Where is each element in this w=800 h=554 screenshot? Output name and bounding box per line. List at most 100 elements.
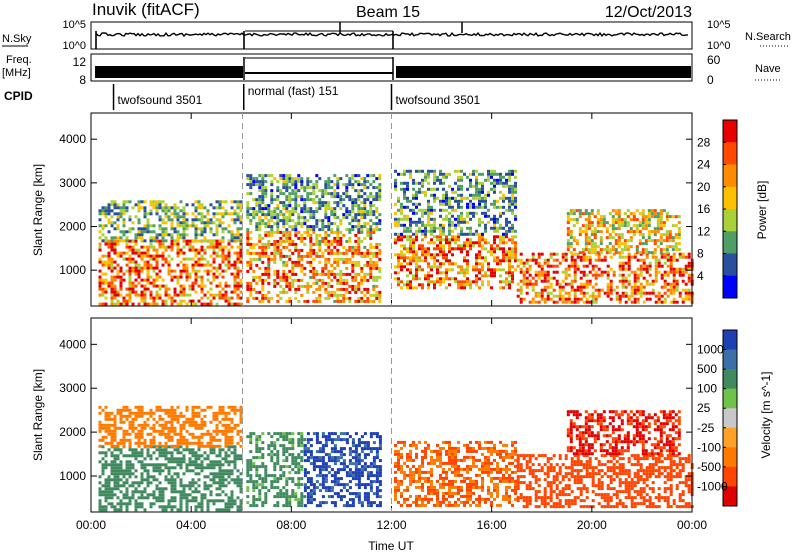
- heatmap-cell: [641, 248, 645, 252]
- heatmap-cell: [185, 269, 189, 273]
- heatmap-cell: [125, 263, 129, 267]
- heatmap-cell: [400, 244, 403, 248]
- heatmap-cell: [466, 187, 469, 191]
- heatmap-cell: [252, 483, 256, 487]
- heatmap-cell: [671, 215, 675, 219]
- heatmap-cell: [185, 429, 189, 433]
- heatmap-cell: [158, 296, 162, 300]
- heatmap-cell: [239, 444, 243, 448]
- heatmap-cell: [516, 282, 520, 286]
- heatmap-cell: [327, 228, 331, 232]
- heatmap-cell: [176, 248, 180, 252]
- heatmap-cell: [546, 270, 550, 274]
- heatmap-cell: [348, 198, 352, 202]
- heatmap-cell: [161, 505, 165, 509]
- heatmap-cell: [499, 268, 502, 272]
- heatmap-cell: [128, 269, 132, 273]
- heatmap-cell: [339, 281, 343, 285]
- heatmap-cell: [185, 469, 189, 473]
- heatmap-cell: [170, 206, 174, 210]
- heatmap-cell: [400, 217, 403, 221]
- heatmap-cell: [158, 451, 162, 455]
- heatmap-cell: [116, 481, 120, 485]
- heatmap-cell: [300, 239, 304, 243]
- heatmap-cell: [215, 454, 219, 458]
- heatmap-cell: [276, 293, 280, 297]
- heatmap-cell: [427, 271, 430, 275]
- heatmap-cell: [378, 186, 382, 190]
- heatmap-cell: [626, 209, 630, 213]
- heatmap-cell: [378, 213, 382, 217]
- heatmap-cell: [345, 266, 349, 270]
- heatmap-cell: [146, 260, 150, 264]
- heatmap-cell: [669, 267, 673, 271]
- heatmap-cell: [534, 291, 538, 295]
- heatmap-cell: [267, 174, 271, 178]
- heatmap-cell: [519, 279, 523, 283]
- heatmap-cell: [113, 435, 117, 439]
- heatmap-cell: [505, 223, 508, 227]
- heatmap-cell: [239, 481, 243, 485]
- heatmap-cell: [104, 466, 108, 470]
- heatmap-cell: [626, 221, 630, 225]
- heatmap-cell: [636, 291, 640, 295]
- heatmap-cell: [564, 300, 568, 304]
- heatmap-cell: [315, 174, 319, 178]
- heatmap-cell: [499, 190, 502, 194]
- heatmap-cell: [249, 207, 253, 211]
- heatmap-cell: [487, 208, 490, 212]
- heatmap-cell: [418, 277, 421, 281]
- heatmap-cell: [98, 209, 102, 213]
- heatmap-cell: [149, 239, 153, 243]
- heatmap-cell: [633, 273, 637, 277]
- heatmap-cell: [469, 247, 472, 251]
- heatmap-cell: [101, 209, 105, 213]
- heatmap-cell: [436, 280, 439, 284]
- heatmap-cell: [270, 174, 274, 178]
- heatmap-cell: [182, 266, 186, 270]
- heatmap-cell: [137, 275, 141, 279]
- heatmap-cell: [602, 218, 606, 222]
- heatmap-cell: [454, 169, 457, 173]
- heatmap-cell: [179, 272, 183, 276]
- heatmap-cell: [424, 226, 427, 230]
- heatmap-cell: [191, 441, 195, 445]
- heatmap-cell: [233, 281, 237, 285]
- heatmap-cell: [300, 210, 304, 214]
- heatmap-cell: [209, 287, 213, 291]
- heatmap-cell: [484, 223, 487, 227]
- heatmap-cell: [508, 250, 511, 254]
- heatmap-cell: [224, 269, 228, 273]
- heatmap-cell: [514, 169, 517, 173]
- heatmap-cell: [448, 205, 451, 209]
- heatmap-cell: [369, 242, 373, 246]
- heatmap-cell: [525, 261, 529, 265]
- heatmap-cell: [185, 221, 189, 225]
- heatmap-cell: [645, 267, 649, 271]
- heatmap-cell: [466, 238, 469, 242]
- heatmap-cell: [600, 288, 604, 292]
- heatmap-cell: [394, 187, 397, 191]
- heatmap-cell: [230, 490, 234, 494]
- heatmap-cell: [155, 239, 159, 243]
- heatmap-cell: [348, 239, 352, 243]
- heatmap-cell: [409, 262, 412, 266]
- heatmap-cell: [439, 169, 442, 173]
- heatmap-cell: [191, 287, 195, 291]
- heatmap-cell: [221, 472, 225, 476]
- heatmap-cell: [511, 238, 514, 242]
- heatmap-cell: [342, 251, 346, 255]
- heatmap-cell: [418, 265, 421, 269]
- heatmap-cell: [149, 281, 153, 285]
- heatmap-cell: [107, 281, 111, 285]
- heatmap-cell: [605, 251, 609, 255]
- heatmap-cell: [236, 215, 240, 219]
- heatmap-cell: [587, 248, 591, 252]
- heatmap-cell: [233, 502, 237, 506]
- heatmap-cell: [366, 278, 370, 282]
- heatmap-cell: [246, 177, 250, 181]
- heatmap-cell: [246, 459, 250, 463]
- heatmap-cell: [110, 472, 114, 476]
- heatmap-cell: [614, 251, 618, 255]
- heatmap-cell: [369, 183, 373, 187]
